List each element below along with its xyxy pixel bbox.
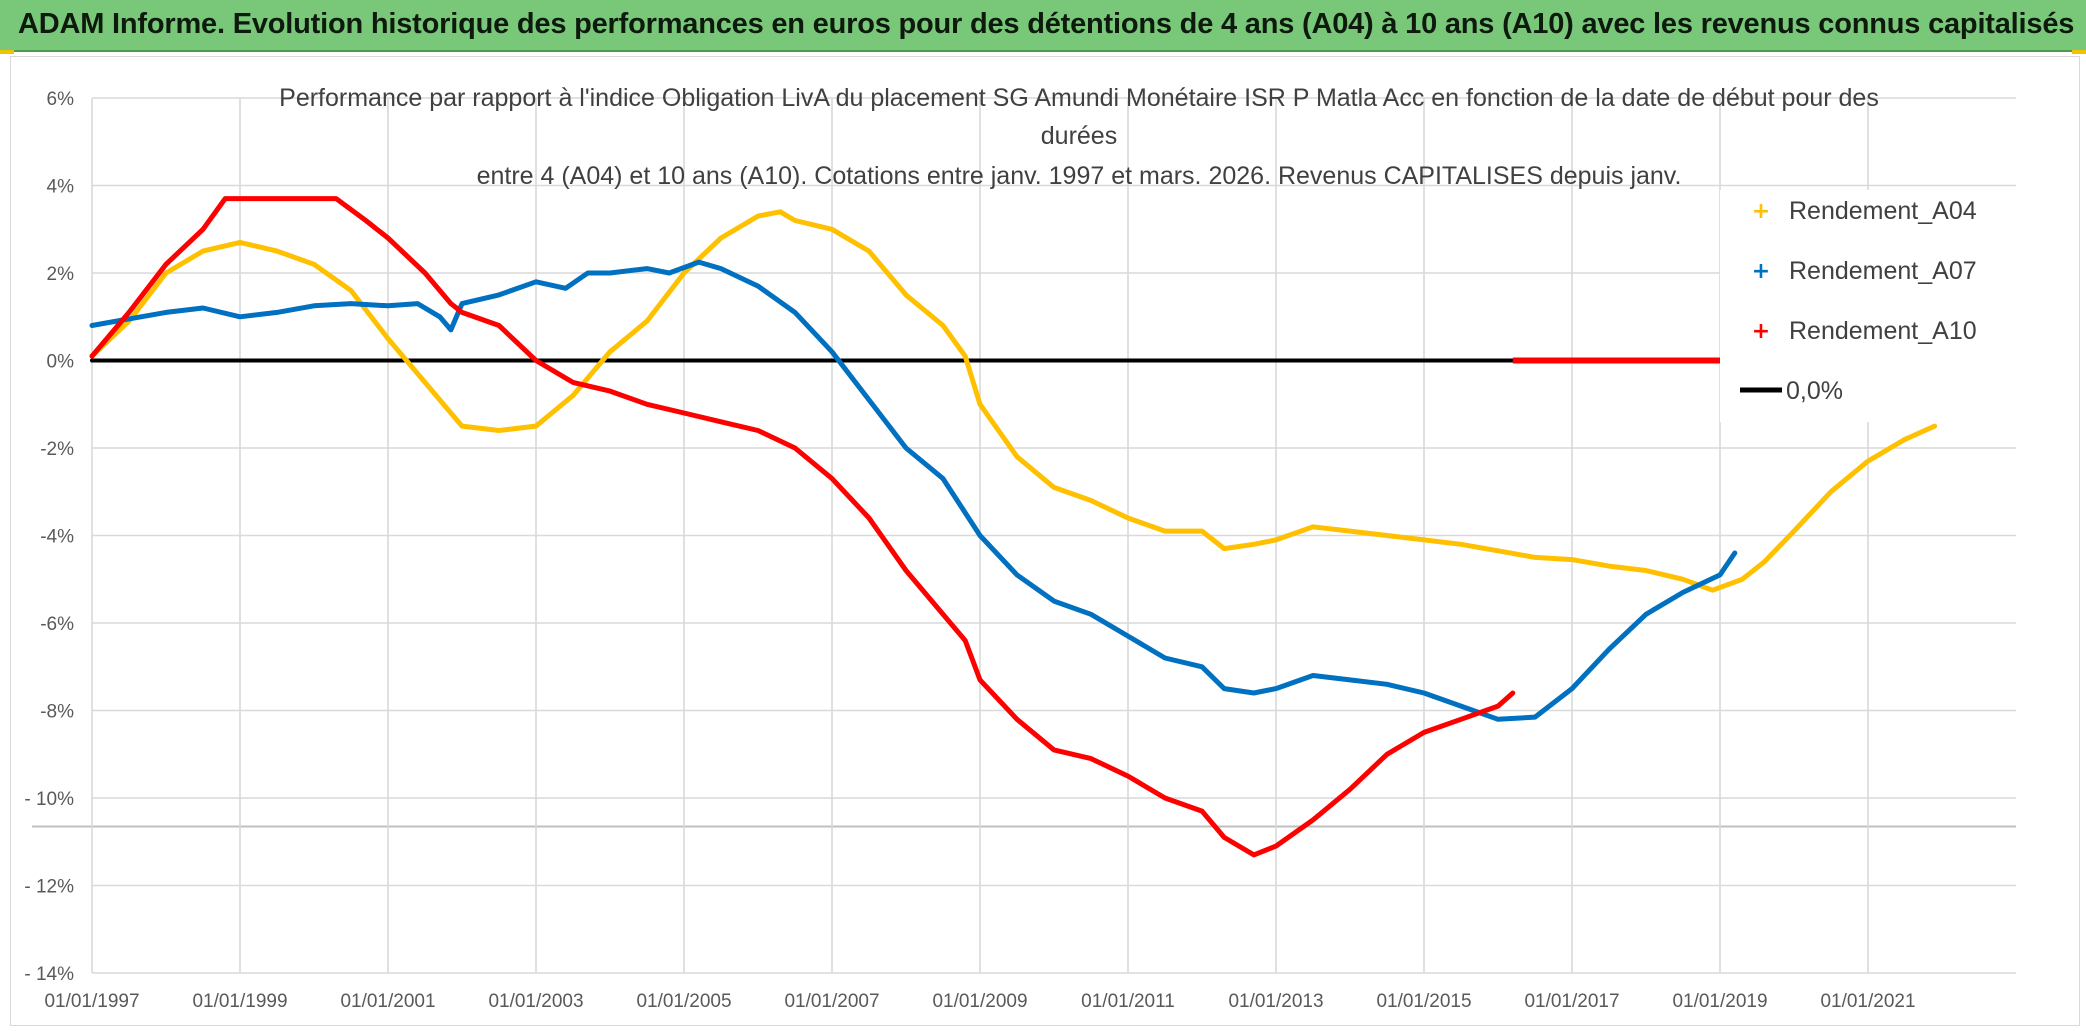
x-tick-label: 01/01/2021	[1820, 991, 1915, 1012]
series-line-rendement-a07	[89, 259, 1738, 722]
x-tick-label: 01/01/2007	[784, 991, 879, 1012]
y-tick-label: -4%	[40, 527, 74, 548]
corner-accent-left	[0, 50, 14, 54]
y-tick-label: 0%	[47, 352, 75, 373]
chart-title-line-1: Performance par rapport à l'indice Oblig…	[279, 84, 1879, 112]
y-tick-label: -8%	[40, 702, 74, 723]
legend-label: Rendement_A07	[1789, 257, 1977, 285]
legend-background	[1720, 190, 2020, 422]
legend-swatch: +	[1752, 319, 1770, 344]
corner-accent-right	[2072, 50, 2086, 54]
x-tick-label: 01/01/1999	[192, 991, 287, 1012]
chart-frame	[10, 56, 2080, 1026]
report-banner: ADAM Informe. Evolution historique des p…	[0, 0, 2086, 52]
y-tick-label: 4%	[47, 177, 75, 198]
x-tick-label: 01/01/2009	[932, 991, 1027, 1012]
y-tick-label: -6%	[40, 614, 74, 635]
x-tick-label: 01/01/2019	[1672, 991, 1767, 1012]
y-tick-label: - 12%	[24, 877, 74, 898]
legend-swatch: +	[1752, 259, 1770, 284]
legend-label: Rendement_A04	[1789, 197, 1977, 225]
legend-label: 0,0%	[1786, 377, 1843, 405]
y-tick-label: - 10%	[24, 789, 74, 810]
chart-title-line-3: entre 4 (A04) et 10 ans (A10). Cotations…	[477, 162, 1682, 190]
y-tick-label: 6%	[47, 89, 75, 110]
y-tick-label: 2%	[47, 264, 75, 285]
x-tick-label: 01/01/1997	[44, 991, 139, 1012]
legend: + Rendement_A04 + Rendement_A07 + Rendement_A…	[1720, 190, 2020, 422]
series-line-rendement-a10	[89, 196, 1516, 858]
x-tick-label: 01/01/2003	[488, 991, 583, 1012]
chart-title: Performance par rapport à l'indice Oblig…	[279, 84, 1879, 190]
series-line-rendement-a04	[89, 209, 1938, 593]
x-tick-label: 01/01/2013	[1228, 991, 1323, 1012]
chart-title-line-2: durées	[1041, 122, 1117, 150]
y-tick-label: - 14%	[24, 964, 74, 985]
legend-swatch: +	[1752, 199, 1770, 224]
x-tick-label: 01/01/2005	[636, 991, 731, 1012]
x-tick-label: 01/01/2001	[340, 991, 435, 1012]
x-tick-label: 01/01/2011	[1081, 991, 1175, 1012]
grid	[32, 97, 2016, 974]
y-tick-label: -2%	[40, 439, 74, 460]
axes: 6% 4% 2% 0% -2% -4% -6% -8% - 10% - 12% - 14% 01/01…	[24, 89, 1915, 1012]
legend-label: Rendement_A10	[1789, 317, 1977, 345]
report-title: ADAM Informe. Evolution historique des p…	[18, 8, 2075, 40]
x-tick-label: 01/01/2015	[1376, 991, 1471, 1012]
x-tick-label: 01/01/2017	[1524, 991, 1619, 1012]
